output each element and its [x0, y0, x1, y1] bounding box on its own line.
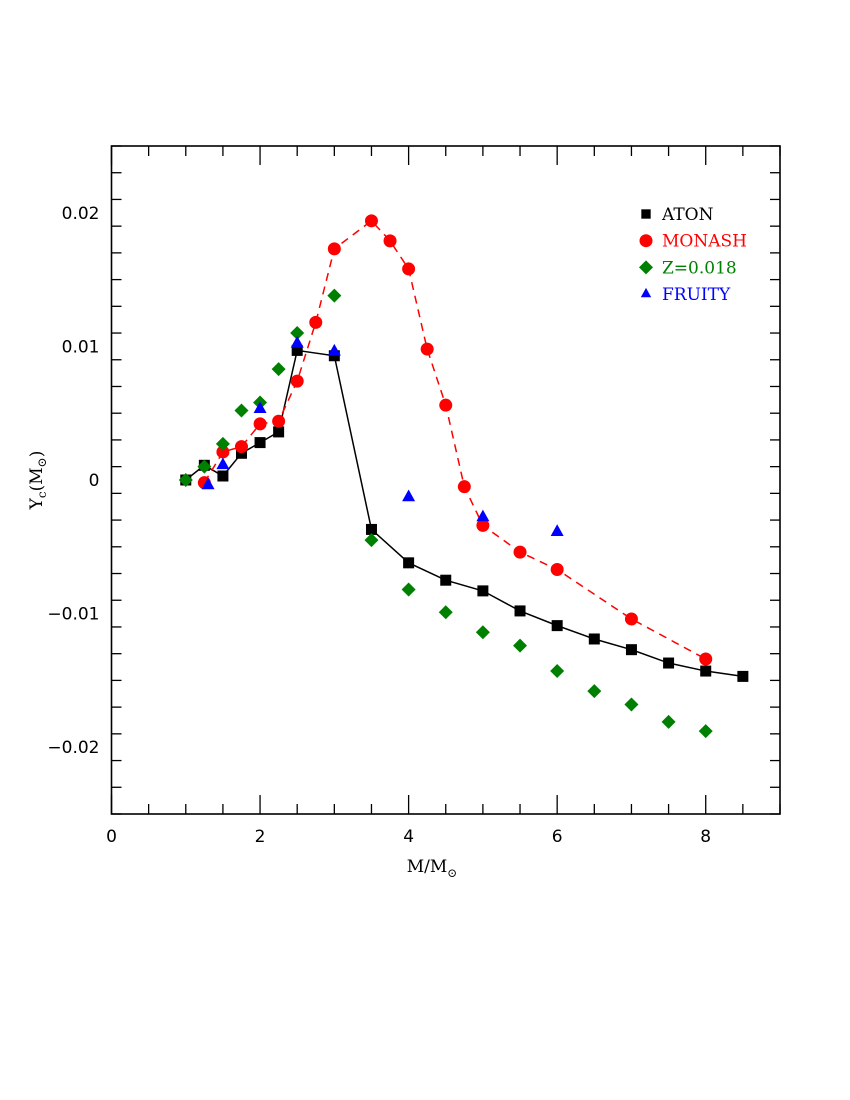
triangle-marker [216, 457, 230, 470]
y-tick-label: 0.01 [62, 337, 100, 357]
diamond-marker [698, 724, 713, 739]
circle-marker [216, 445, 230, 459]
triangle-marker [476, 509, 490, 522]
legend: ATON MONASH Z=0.018 FRUITY [639, 205, 747, 305]
x-axis-label: M/M⊙ [407, 857, 458, 880]
diamond-marker [624, 697, 639, 712]
circle-marker [699, 652, 713, 666]
legend-label: ATON [661, 205, 714, 225]
x-tick-label: 2 [255, 827, 266, 847]
legend-label: MONASH [662, 232, 747, 252]
series-line [203, 219, 707, 660]
diamond-marker [438, 605, 453, 620]
circle-marker [253, 417, 267, 431]
y-tick-label: 0.02 [62, 204, 100, 224]
square-marker [328, 350, 340, 362]
axis-tick-labels: 0 2 4 6 8 −0.02 −0.01 0 0.01 0.02 [47, 204, 711, 847]
square-marker [551, 620, 563, 632]
legend-item: ATON [641, 205, 714, 225]
diamond-marker [401, 582, 416, 597]
series-markers [178, 214, 749, 739]
y-tick-label: −0.01 [47, 605, 99, 625]
triangle-marker [327, 343, 341, 356]
square-marker [625, 644, 637, 656]
circle-marker [476, 518, 490, 532]
triangle-marker [640, 287, 652, 298]
x-tick-label: 8 [700, 827, 711, 847]
triangle-marker [290, 335, 304, 348]
circle-marker [272, 414, 286, 428]
legend-item: Z=0.018 [639, 258, 737, 278]
square-marker [440, 574, 452, 586]
square-marker [273, 426, 285, 438]
y-tick-label: 0 [89, 471, 100, 491]
circle-marker [639, 234, 653, 248]
circle-marker [550, 563, 564, 577]
circle-marker [290, 374, 304, 388]
circle-marker [624, 612, 638, 626]
diamond-marker [639, 260, 653, 275]
square-marker [291, 344, 303, 356]
square-marker [235, 447, 247, 459]
legend-item: FRUITY [640, 285, 731, 305]
triangle-marker [550, 524, 564, 536]
diamond-marker [290, 326, 305, 341]
axis-ticks [110, 145, 781, 815]
square-marker [403, 557, 415, 569]
diamond-marker [215, 436, 230, 451]
square-marker [588, 633, 600, 645]
diamond-marker [271, 362, 286, 377]
diamond-marker [234, 403, 249, 418]
diamond-marker [364, 533, 379, 548]
y-tick-label: −0.02 [47, 738, 99, 758]
square-marker [254, 437, 266, 449]
legend-item: MONASH [639, 232, 747, 252]
circle-marker [513, 545, 527, 559]
triangle-marker [253, 401, 267, 414]
circle-marker [457, 480, 471, 494]
square-marker [641, 209, 651, 219]
circle-marker [234, 440, 248, 454]
diamond-marker [513, 638, 528, 653]
square-marker [477, 585, 489, 597]
diamond-marker [178, 473, 193, 487]
diamond-marker [327, 288, 342, 303]
y-axis-label: Yc(M⊙) [27, 451, 49, 511]
square-marker [514, 605, 526, 617]
diamond-marker [661, 714, 676, 729]
square-marker [737, 670, 749, 682]
x-tick-label: 6 [552, 827, 563, 847]
legend-label: Z=0.018 [662, 258, 737, 278]
series-line [185, 349, 743, 678]
circle-marker [402, 262, 416, 276]
triangle-marker [201, 477, 215, 490]
circle-marker [327, 242, 341, 256]
triangle-marker [402, 489, 416, 502]
x-tick-label: 0 [106, 827, 117, 847]
square-marker [700, 665, 712, 677]
series-lines [185, 219, 743, 678]
diamond-marker [197, 459, 212, 474]
circle-marker [309, 315, 323, 329]
x-tick-label: 4 [403, 827, 414, 847]
circle-marker [383, 234, 397, 248]
diamond-marker [475, 625, 490, 640]
circle-marker [420, 342, 434, 356]
circle-marker [439, 398, 453, 412]
legend-label: FRUITY [662, 285, 731, 305]
square-marker [217, 470, 229, 482]
diamond-marker [587, 684, 602, 699]
square-marker [663, 657, 675, 669]
circle-marker [364, 214, 378, 228]
diamond-marker [550, 664, 565, 679]
square-marker [365, 523, 377, 535]
